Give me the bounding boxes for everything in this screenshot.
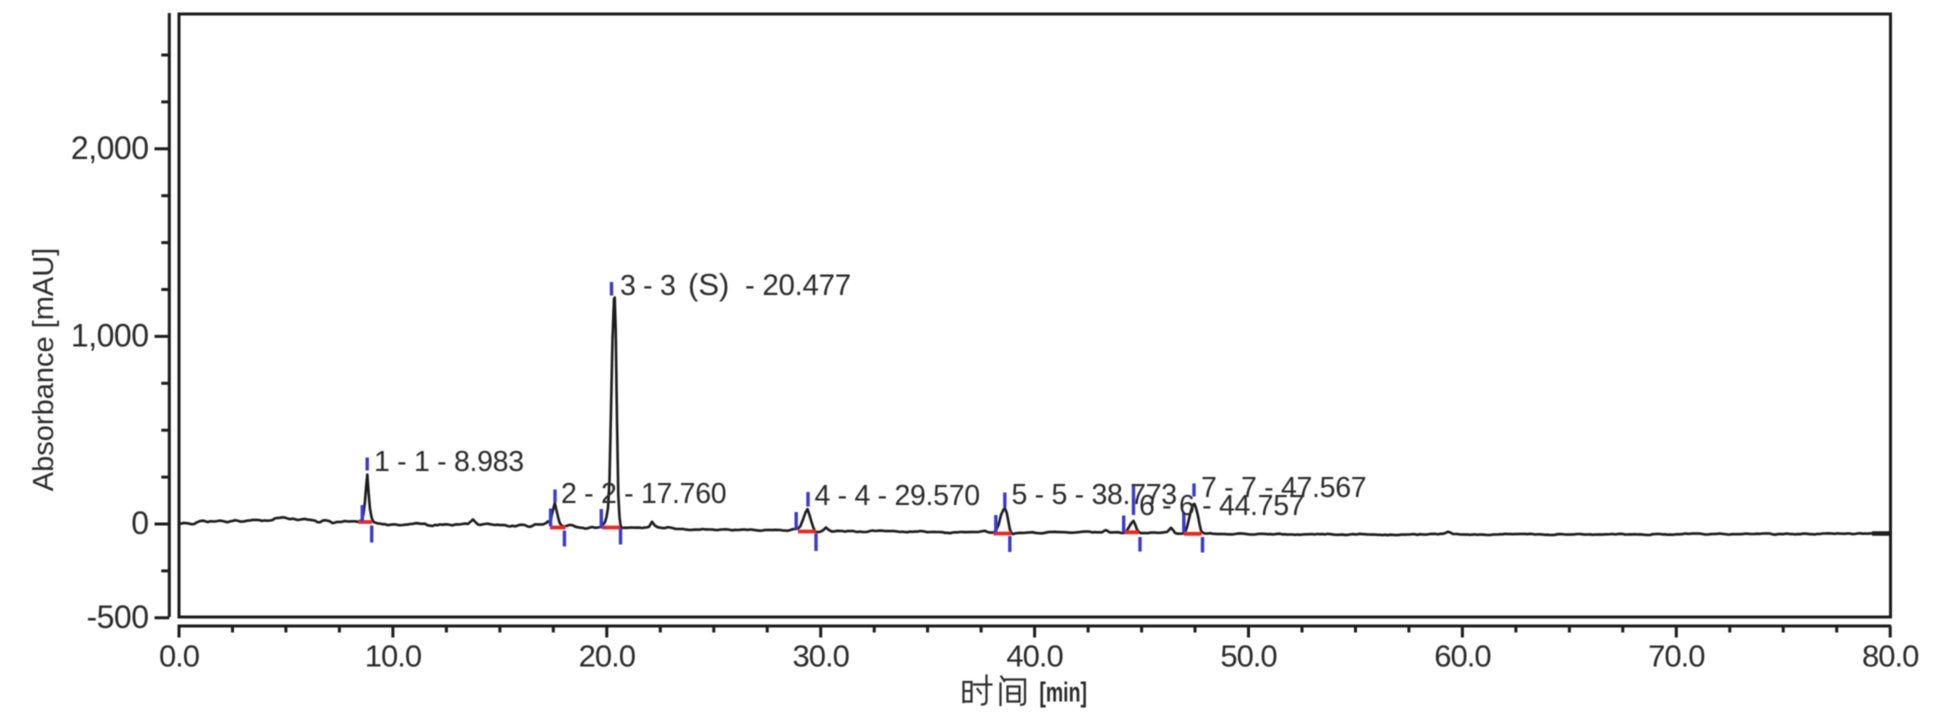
svg-text:2,000: 2,000	[71, 130, 149, 166]
svg-text:0.0: 0.0	[159, 639, 200, 674]
svg-text:1 - 1 - 8.983: 1 - 1 - 8.983	[374, 446, 524, 478]
svg-text:6 - 6 - 44.757: 6 - 6 - 44.757	[1139, 490, 1304, 522]
svg-text:1,000: 1,000	[71, 317, 149, 353]
svg-text:0: 0	[131, 505, 148, 541]
svg-text:[min]: [min]	[1039, 677, 1087, 708]
svg-text:4 - 4 - 29.570: 4 - 4 - 29.570	[815, 480, 980, 512]
svg-text:20.0: 20.0	[579, 639, 636, 674]
svg-text:40.0: 40.0	[1006, 639, 1063, 674]
svg-text:5 - 5 - 38.773: 5 - 5 - 38.773	[1012, 479, 1177, 511]
svg-text:80.0: 80.0	[1862, 639, 1919, 674]
svg-text:- 20.477: - 20.477	[745, 269, 851, 302]
svg-text:2 - 2 - 17.760: 2 - 2 - 17.760	[561, 478, 726, 510]
svg-text:3 - 3: 3 - 3	[620, 270, 676, 302]
svg-text:70.0: 70.0	[1648, 639, 1705, 674]
svg-text:Absorbance [mAU]: Absorbance [mAU]	[28, 248, 60, 491]
svg-text:30.0: 30.0	[793, 639, 850, 674]
svg-text:60.0: 60.0	[1434, 639, 1491, 674]
svg-text:50.0: 50.0	[1220, 639, 1277, 674]
svg-text:10.0: 10.0	[365, 639, 422, 674]
svg-text:-500: -500	[86, 599, 148, 635]
svg-text:7 - 7 - 47.567: 7 - 7 - 47.567	[1201, 472, 1366, 504]
svg-text:(S): (S)	[688, 267, 729, 302]
